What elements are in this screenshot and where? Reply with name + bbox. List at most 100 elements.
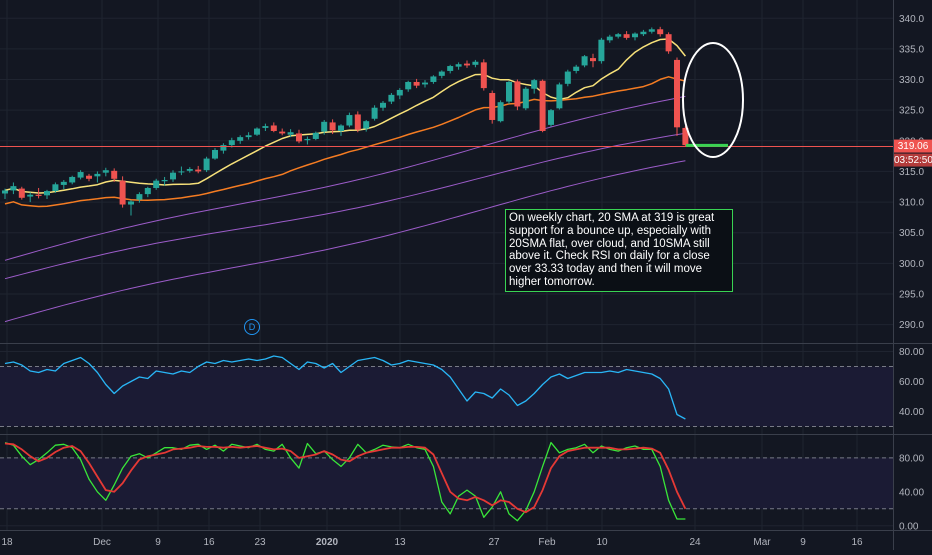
candle-body — [363, 121, 370, 129]
candle — [354, 111, 361, 133]
dividend-badge[interactable]: D — [244, 319, 260, 335]
candle — [657, 26, 664, 37]
candle-body — [262, 126, 269, 128]
candle — [2, 188, 8, 200]
candle-body — [10, 186, 17, 191]
candle — [94, 171, 101, 183]
candle — [287, 129, 294, 138]
candle-body — [270, 125, 277, 131]
candle-body — [220, 145, 227, 151]
candle-body — [111, 170, 118, 179]
candle-body — [52, 184, 59, 192]
candle-body — [522, 88, 529, 109]
candle-body — [623, 34, 630, 38]
price-tick-label: 300.0 — [899, 259, 924, 270]
candle-body — [464, 63, 470, 66]
candle-body — [178, 171, 185, 173]
candle — [153, 178, 160, 190]
candle-body — [86, 175, 92, 179]
candle-body — [161, 180, 168, 182]
rsi-panel[interactable] — [0, 355, 893, 427]
candle — [144, 186, 151, 198]
candle — [564, 69, 571, 87]
candle-body — [396, 89, 403, 96]
rsi-tick-label: 60.00 — [899, 377, 924, 388]
candle — [228, 137, 235, 148]
candle — [270, 122, 277, 133]
bar-countdown-tag: 03:52:50 — [894, 154, 932, 166]
candle — [371, 105, 378, 121]
candle-body — [573, 66, 580, 71]
x-tick-label: 27 — [488, 537, 500, 548]
candle — [77, 170, 84, 180]
x-tick-label: 16 — [851, 537, 863, 548]
candle-body — [472, 61, 479, 65]
candle-body — [388, 94, 395, 102]
price-panel[interactable] — [0, 26, 893, 323]
sma-long-1-line — [4, 95, 686, 261]
candle — [237, 135, 244, 144]
candle — [363, 119, 370, 132]
candle-body — [455, 64, 462, 67]
candle — [312, 131, 319, 141]
candle — [396, 88, 403, 100]
sma20-line — [4, 76, 686, 208]
candle-body — [380, 102, 386, 108]
stochastic-panel[interactable] — [0, 441, 893, 522]
candle — [388, 93, 395, 105]
candle-body — [548, 110, 554, 125]
candle — [438, 70, 445, 79]
candle-body — [665, 34, 672, 52]
candle-body — [60, 181, 67, 185]
candle — [430, 75, 437, 84]
candle-body — [564, 71, 571, 84]
candle-body — [27, 194, 34, 197]
candle — [556, 82, 563, 110]
candle-body — [212, 149, 218, 159]
candle-body — [329, 122, 336, 131]
price-tick-label: 295.0 — [899, 289, 924, 300]
candle — [674, 57, 680, 136]
rsi-tick-label: 40.00 — [899, 407, 924, 418]
candle-body — [312, 132, 319, 139]
candle — [321, 119, 328, 135]
candle — [380, 100, 386, 111]
candle — [464, 60, 470, 68]
candle — [128, 200, 134, 216]
highlight-ellipse — [682, 42, 744, 158]
candle — [489, 90, 496, 124]
candle-body — [102, 170, 109, 173]
price-tick-label: 315.0 — [899, 167, 924, 178]
candle — [640, 29, 647, 37]
price-tick-label: 325.0 — [899, 106, 924, 117]
rsi-tick-label: 80.00 — [899, 347, 924, 358]
candle-body — [35, 194, 42, 196]
candle-body — [304, 138, 311, 141]
candle-body — [497, 102, 504, 122]
candle — [346, 112, 353, 128]
candle — [35, 187, 42, 199]
candle — [52, 182, 59, 193]
rsi-band — [0, 366, 893, 427]
candle-body — [413, 81, 420, 86]
candle — [262, 123, 269, 131]
candle — [18, 186, 25, 200]
x-tick-label: Mar — [753, 537, 771, 548]
annotation-note[interactable]: On weekly chart, 20 SMA at 319 is great … — [505, 209, 733, 292]
candle — [497, 100, 504, 123]
price-tick-label: 290.0 — [899, 320, 924, 331]
candle — [102, 167, 109, 177]
price-tick-label: 310.0 — [899, 198, 924, 209]
sma10-line — [4, 38, 686, 194]
candle — [296, 129, 302, 144]
candle-body — [606, 36, 613, 41]
price-tick-label: 335.0 — [899, 44, 924, 55]
stoch-tick-label: 40.00 — [899, 487, 924, 498]
overlay-layer — [894, 139, 932, 167]
candle — [472, 59, 479, 68]
last-price-tag: 319.06 — [897, 140, 929, 152]
candle — [531, 78, 538, 94]
candle — [480, 59, 487, 91]
